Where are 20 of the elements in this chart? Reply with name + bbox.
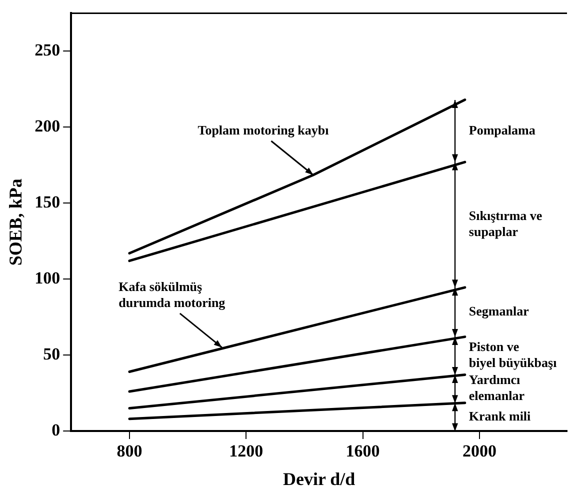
annotation: Kafa sökülmüş durumda motoring <box>118 278 226 310</box>
x-axis-title: Devir d/d <box>282 468 356 489</box>
annotation: Pompalama <box>468 122 536 138</box>
y-tick-label: 250 <box>34 40 60 60</box>
y-tick-label: 100 <box>34 268 60 288</box>
annotation: Sıkıştırma ve supaplar <box>468 208 542 240</box>
x-tick-label: 1600 <box>346 442 380 461</box>
annotation: Yardımcı elemanlar <box>468 372 525 404</box>
x-tick-label: 800 <box>116 442 142 461</box>
annotation: Toplam motoring kaybı <box>198 122 330 138</box>
annotation: Krank mili <box>468 408 532 424</box>
annotation: Piston ve biyel büyükbaşı <box>468 339 558 370</box>
y-axis-title: SOEB, kPa <box>5 178 26 266</box>
y-tick-label: 150 <box>34 192 60 212</box>
annotation: Segmanlar <box>468 303 530 318</box>
x-tick-label: 1200 <box>229 442 264 461</box>
y-tick-label: 200 <box>34 116 60 136</box>
y-tick-label: 0 <box>52 420 60 440</box>
y-tick-label: 50 <box>43 344 60 364</box>
x-tick-label: 2000 <box>462 442 496 461</box>
